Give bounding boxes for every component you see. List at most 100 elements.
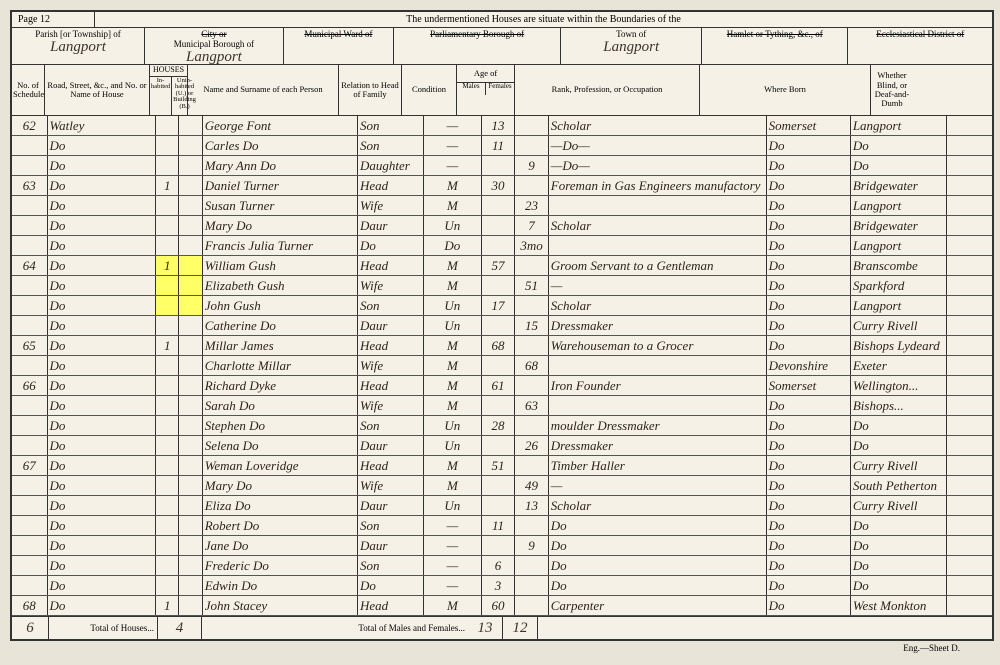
cell [179,396,202,416]
cell: Do [766,476,850,496]
cell: — [423,156,481,176]
cell: Scholar [548,116,766,136]
col-sched: No. of Schedule [12,65,45,115]
cell: Do [548,556,766,576]
cell [156,436,179,456]
cell: Do [548,516,766,536]
parish-label: Parish [or Township] of [15,29,141,39]
page-number: Page 12 [12,12,95,27]
cell [179,536,202,556]
table-row: DoCarles DoSon—11—Do—DoDo [12,136,992,156]
cell: Wife [358,396,424,416]
cell: M [423,376,481,396]
cell: Warehouseman to a Grocer [548,336,766,356]
col-age-f: Females [486,83,514,95]
cell: John Gush [202,296,357,316]
cell: 13 [481,116,514,136]
borough-label: Municipal Borough of [148,39,280,49]
cell [179,356,202,376]
cell [179,196,202,216]
ward-label: Municipal Ward of [287,29,390,39]
cell: Langport [850,196,946,216]
cell: Sparkford [850,276,946,296]
cell [12,156,47,176]
cell: Do [47,136,156,156]
cell: Do [358,236,424,256]
cell: 1 [156,596,179,616]
cell: 9 [515,536,548,556]
cell [179,436,202,456]
cell [156,516,179,536]
cell: Mary Do [202,216,357,236]
cell [548,356,766,376]
cell [947,116,992,136]
hamlet-label: Hamlet or Tything, &c., of [705,29,844,39]
table-row: 66DoRichard DykeHeadM61Iron FounderSomer… [12,376,992,396]
cell [515,296,548,316]
cell: Do [47,556,156,576]
top-bar: Page 12 The undermentioned Houses are si… [12,12,992,28]
table-row: DoFrancis Julia TurnerDoDo3moDoLangport [12,236,992,256]
cell [515,116,548,136]
cell: Do [850,536,946,556]
table-row: DoStephen DoSonUn28moulder DressmakerDoD… [12,416,992,436]
engraver-note: Eng.—Sheet D. [10,641,990,655]
cell: Do [766,296,850,316]
cell [156,496,179,516]
borough-value: Langport [148,49,280,66]
cell: 26 [515,436,548,456]
cell: Do [47,296,156,316]
cell [179,256,202,276]
cell [515,176,548,196]
cell: Son [358,116,424,136]
cell: Do [47,496,156,516]
cell [481,276,514,296]
col-houses: HOUSES [150,65,187,77]
col-relation: Relation to Head of Family [339,65,402,115]
census-sheet: Page 12 The undermentioned Houses are si… [10,10,994,641]
cell: 23 [515,196,548,216]
cell [179,476,202,496]
cell [156,456,179,476]
cell [156,416,179,436]
cell [179,276,202,296]
cell: Son [358,296,424,316]
cell: Do [423,236,481,256]
cell [156,476,179,496]
eccl-label: Ecclesiastical District of [851,29,989,39]
cell [179,236,202,256]
col-born: Where Born [700,65,871,115]
cell: M [423,336,481,356]
cell: Do [47,416,156,436]
cell: M [423,276,481,296]
cell [481,156,514,176]
col-road: Road, Street, &c., and No. or Name of Ho… [45,65,150,115]
cell [179,556,202,576]
cell: 1 [156,336,179,356]
cell: Head [358,176,424,196]
cell [947,136,992,156]
cell: Do [47,316,156,336]
cell: Do [47,276,156,296]
cell: Do [850,136,946,156]
cell [481,196,514,216]
cell: Wife [358,196,424,216]
cell: — [423,536,481,556]
cell: 63 [12,176,47,196]
cell: 6 [481,556,514,576]
cell: Daur [358,316,424,336]
cell: Do [766,456,850,476]
cell: Do [47,516,156,536]
cell [481,356,514,376]
table-row: DoMary DoDaurUn7ScholarDoBridgewater [12,216,992,236]
cell [548,196,766,216]
cell [947,196,992,216]
cell: Groom Servant to a Gentleman [548,256,766,276]
cell: Un [423,296,481,316]
boundary-text: The undermentioned Houses are situate wi… [95,12,992,27]
cell [179,576,202,596]
cell [947,176,992,196]
cell [12,196,47,216]
cell: Dressmaker [548,316,766,336]
cell [947,356,992,376]
